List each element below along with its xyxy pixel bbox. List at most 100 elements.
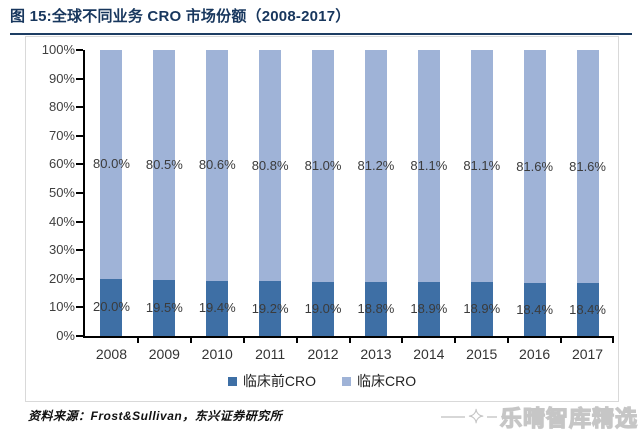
figure-title: 图 15:全球不同业务 CRO 市场份额（2008-2017） — [10, 5, 632, 35]
data-label-preclinical-cro: 18.4% — [516, 301, 554, 317]
bar-segment-preclinical-cro — [259, 281, 282, 336]
y-axis-tick — [76, 49, 83, 51]
x-axis-label: 2012 — [307, 346, 339, 362]
x-axis-tick — [189, 336, 192, 343]
data-label-clinical-cro: 81.0% — [304, 157, 342, 173]
x-axis-tick — [242, 336, 245, 343]
legend-swatch-icon — [227, 376, 237, 386]
y-axis-tick — [76, 220, 83, 223]
data-label-clinical-cro: 80.0% — [93, 156, 130, 172]
x-axis-label: 2008 — [95, 346, 128, 362]
data-label-preclinical-cro: 18.4% — [569, 301, 606, 317]
data-label-preclinical-cro: 19.5% — [145, 300, 183, 316]
bar-segment-preclinical-cro — [470, 281, 493, 336]
y-axis-tick — [76, 77, 83, 80]
x-axis-tick — [401, 336, 404, 343]
x-axis-tick — [136, 336, 139, 343]
bar-segment-clinical-cro — [100, 50, 123, 279]
x-axis-label: 2010 — [201, 346, 233, 362]
data-label-preclinical-cro: 19.2% — [251, 300, 289, 316]
y-axis-tick — [76, 106, 83, 109]
x-axis-label: 2016 — [519, 346, 551, 362]
bar-segment-preclinical-cro — [312, 281, 335, 336]
y-axis-label: 60% — [48, 156, 75, 172]
bar-segment-clinical-cro — [259, 50, 282, 282]
bar-segment-clinical-cro — [576, 50, 599, 284]
watermark-line — [486, 416, 497, 418]
bar-segment-preclinical-cro — [100, 278, 123, 336]
bar-segment-clinical-cro — [153, 50, 176, 281]
data-label-clinical-cro: 81.1% — [463, 157, 501, 173]
sparkle-icon: ✦ — [468, 406, 485, 428]
bar-segment-preclinical-cro — [417, 281, 440, 336]
bar-segment-clinical-cro — [312, 50, 335, 282]
bar-segment-preclinical-cro — [364, 282, 387, 336]
y-axis-tick — [76, 192, 83, 194]
bar-segment-clinical-cro — [417, 50, 440, 282]
y-axis-tick — [76, 249, 83, 252]
watermark-text: 乐晴智库精选 — [499, 405, 638, 431]
legend-label: 临床前CRO — [242, 373, 316, 389]
bar-segment-preclinical-cro — [153, 280, 176, 336]
y-axis-tick — [76, 134, 83, 137]
data-label-preclinical-cro: 19.4% — [198, 300, 236, 316]
x-axis-label: 2015 — [466, 346, 498, 362]
x-axis-tick — [295, 336, 298, 343]
y-axis-tick — [76, 277, 83, 280]
x-axis-tick — [348, 336, 351, 343]
watermark-line — [441, 416, 466, 418]
source-note: 资料来源：Frost&Sullivan，东兴证券研究所 — [28, 407, 282, 424]
x-axis-tick — [507, 336, 510, 343]
y-axis-label: 50% — [48, 185, 75, 200]
bar-segment-preclinical-cro — [523, 283, 546, 336]
y-axis-label: 40% — [48, 213, 75, 229]
legend-item-preclinical-cro: 临床前CRO — [227, 371, 316, 391]
y-axis-tick — [76, 335, 83, 337]
source-prefix: 资料来源： — [28, 409, 91, 423]
y-axis-tick — [76, 163, 83, 166]
plot-area: 0% 10% 20% 30% 40% 50% 60% 70% 80% 90% 100% 20.0% 80… — [42, 42, 614, 362]
data-label-preclinical-cro: 18.9% — [410, 300, 448, 316]
y-axis-label: 80% — [48, 99, 75, 115]
x-axis-tick — [454, 336, 457, 343]
chart-legend: 临床前CRO 临床CRO — [26, 371, 618, 391]
data-label-clinical-cro: 81.1% — [410, 157, 448, 173]
data-label-clinical-cro: 81.2% — [357, 158, 395, 174]
data-label-clinical-cro: 80.5% — [145, 157, 183, 173]
data-label-preclinical-cro: 19.0% — [304, 300, 342, 316]
x-axis-tick — [612, 336, 614, 343]
x-axis-label: 2017 — [571, 346, 604, 362]
data-label-preclinical-cro: 18.8% — [357, 301, 395, 317]
source-text: Frost&Sullivan，东兴证券研究所 — [90, 409, 283, 423]
legend-swatch-icon — [342, 376, 351, 386]
data-label-clinical-cro: 80.8% — [251, 157, 289, 173]
y-axis-label: 90% — [48, 70, 75, 86]
x-axis-label: 2011 — [255, 346, 286, 362]
bar-segment-clinical-cro — [470, 50, 493, 282]
y-axis-label: 0% — [56, 328, 75, 343]
x-axis-label: 2009 — [148, 346, 180, 362]
legend-label: 临床CRO — [357, 373, 417, 389]
bar-segment-clinical-cro — [364, 50, 387, 283]
x-axis-label: 2013 — [360, 346, 392, 362]
y-axis-label: 70% — [48, 127, 75, 143]
data-label-preclinical-cro: 20.0% — [93, 299, 130, 315]
data-label-clinical-cro: 81.6% — [569, 158, 606, 174]
data-label-clinical-cro: 80.6% — [198, 157, 236, 173]
watermark-logo: ✦ 乐晴智库精选 — [441, 400, 638, 434]
x-axis-label: 2014 — [413, 346, 445, 362]
legend-item-clinical-cro: 临床CRO — [342, 371, 416, 391]
chart-frame: 0% 10% 20% 30% 40% 50% 60% 70% 80% 90% 100% 20.0% 80… — [25, 36, 619, 402]
data-label-preclinical-cro: 18.9% — [463, 300, 501, 316]
y-axis-label: 10% — [48, 299, 75, 315]
data-label-clinical-cro: 81.6% — [516, 158, 554, 174]
bar-segment-preclinical-cro — [576, 283, 599, 336]
y-axis-tick — [76, 306, 83, 309]
x-axis-tick — [560, 336, 563, 343]
y-axis-label: 100% — [41, 42, 75, 57]
y-axis-label: 30% — [48, 242, 75, 258]
y-axis-label: 20% — [48, 270, 75, 286]
bar-segment-clinical-cro — [206, 50, 229, 281]
bar-segment-clinical-cro — [523, 50, 546, 284]
